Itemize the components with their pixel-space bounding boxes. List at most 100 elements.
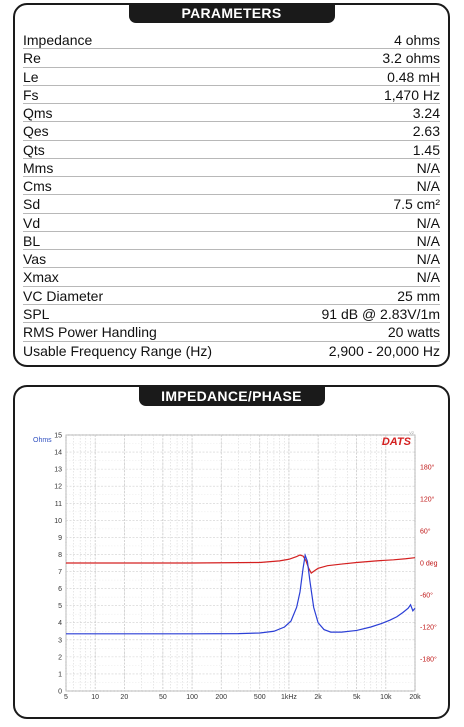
parameters-panel: PARAMETERS Impedance 4 ohms Re 3.2 ohms Le 0.… — [13, 3, 450, 367]
impedance-phase-panel: IMPEDANCE/PHASE 5 10 20 50 100 200 500 1kHz 2k 5k… — [13, 385, 450, 719]
impedance-phase-chart: 5 10 20 50 100 200 500 1kHz 2k 5k 10k 20k0123456789… — [33, 430, 438, 701]
parameter-label: Xmax — [23, 269, 59, 286]
parameter-label: Impedance — [23, 32, 93, 48]
y2-tick-label: -180° — [420, 656, 437, 664]
parameter-label: Fs — [23, 86, 39, 103]
parameter-value: 1.45 — [412, 141, 440, 158]
parameters-table: Impedance 4 ohms Re 3.2 ohms Le 0.48 mH Fs 1,47… — [23, 31, 440, 360]
parameter-row: Re 3.2 ohms — [23, 49, 440, 68]
y2-tick-label: 60° — [420, 528, 431, 536]
parameter-row: Qes 2.63 — [23, 122, 440, 141]
x-tick-label: 200 — [215, 694, 227, 701]
parameter-value: 25 mm — [397, 287, 440, 304]
x-tick-label: 20k — [409, 694, 421, 701]
y-tick-label: 13 — [54, 467, 62, 474]
parameter-value: 0.48 mH — [387, 68, 440, 85]
y-tick-label: 7 — [58, 569, 62, 576]
y-tick-label: 3 — [58, 637, 62, 644]
parameter-value: 91 dB @ 2.83V/1m — [321, 305, 440, 322]
parameter-label: SPL — [23, 305, 50, 322]
parameter-row: Xmax N/A — [23, 268, 440, 287]
dats-version: V2 — [409, 430, 415, 435]
x-tick-label: 10 — [91, 694, 99, 701]
phase-curve — [66, 554, 416, 575]
y2-axis-label: deg — [426, 561, 438, 568]
parameter-value: N/A — [416, 251, 440, 268]
y-tick-label: 6 — [58, 586, 62, 593]
parameter-value: N/A — [416, 178, 440, 195]
y-tick-label: 1 — [58, 671, 62, 678]
parameter-label: Vas — [23, 251, 47, 268]
parameter-value: N/A — [416, 159, 440, 176]
parameter-row: Vas N/A — [23, 250, 440, 269]
parameter-label: Sd — [23, 196, 41, 213]
dats-logo: DATS — [382, 436, 412, 448]
y-tick-label: 0 — [58, 689, 62, 696]
parameter-row: Mms N/A — [23, 159, 440, 178]
parameter-label: Qms — [23, 105, 53, 122]
parameter-label: Vd — [23, 214, 41, 231]
parameter-row: VC Diameter 25 mm — [23, 287, 440, 305]
x-tick-label: 10k — [380, 694, 392, 701]
parameter-row: Impedance 4 ohms — [23, 31, 440, 50]
parameter-label: BL — [23, 232, 41, 249]
y2-tick-label: -60° — [420, 592, 433, 600]
x-tick-label: 5 — [64, 694, 68, 701]
parameter-value: 4 ohms — [394, 32, 440, 48]
parameter-value: 2.63 — [412, 123, 440, 140]
parameter-value: 20 watts — [387, 324, 440, 341]
x-tick-label: 100 — [186, 694, 198, 701]
parameter-row: Sd 7.5 cm² — [23, 195, 440, 214]
x-tick-label: 500 — [254, 694, 266, 701]
parameter-value: N/A — [416, 269, 440, 286]
parameter-label: VC Diameter — [23, 287, 104, 304]
parameter-label: Qes — [23, 123, 49, 140]
x-tick-label: 50 — [159, 694, 167, 701]
y-axis-label: Ohms — [33, 437, 52, 444]
parameter-row: Cms N/A — [23, 177, 440, 196]
y-tick-label: 5 — [58, 603, 62, 610]
y-tick-label: 2 — [58, 654, 62, 661]
parameter-label: Re — [23, 50, 41, 67]
impedance-curve — [66, 552, 416, 635]
parameters-title: PARAMETERS — [128, 4, 335, 23]
parameter-row: SPL 91 dB @ 2.83V/1m — [23, 305, 440, 324]
impedance-phase-title: IMPEDANCE/PHASE — [138, 386, 325, 406]
parameter-value: 2,900 - 20,000 Hz — [328, 342, 440, 359]
y-tick-label: 12 — [54, 484, 62, 491]
y2-tick-label: -120° — [420, 624, 437, 632]
parameter-row: Qts 1.45 — [23, 141, 440, 159]
parameter-row: Vd N/A — [23, 214, 440, 232]
parameter-label: Cms — [23, 178, 52, 195]
parameter-label: RMS Power Handling — [23, 324, 157, 341]
parameter-value: 3.2 ohms — [382, 50, 440, 67]
parameter-value: 1,470 Hz — [383, 86, 440, 103]
x-tick-label: 5k — [353, 694, 361, 701]
y-tick-label: 11 — [55, 501, 62, 508]
parameter-row: RMS Power Handling 20 watts — [23, 323, 440, 342]
x-tick-label: 2k — [314, 694, 322, 701]
parameter-row: Usable Frequency Range (Hz) 2,900 - 20,00… — [23, 342, 440, 360]
parameter-label: Usable Frequency Range (Hz) — [23, 342, 213, 359]
y-tick-label: 15 — [54, 433, 62, 440]
parameter-value: 3.24 — [412, 105, 440, 122]
parameter-value: N/A — [416, 214, 440, 231]
y-tick-label: 8 — [58, 552, 62, 559]
y-tick-label: 10 — [54, 518, 62, 525]
parameter-value: N/A — [416, 232, 440, 249]
parameter-label: Mms — [23, 159, 54, 176]
y2-tick-label: 0 deg — [420, 561, 438, 568]
parameter-label: Le — [23, 68, 39, 85]
parameter-value: 7.5 cm² — [393, 196, 440, 213]
y2-tick-label: 120° — [420, 496, 435, 504]
x-tick-label: 20 — [120, 694, 128, 701]
y2-tick-label: 180° — [420, 464, 435, 472]
parameter-row: Le 0.48 mH — [23, 68, 440, 86]
x-tick-label: 1kHz — [281, 694, 297, 701]
parameter-row: Qms 3.24 — [23, 104, 440, 123]
y-tick-label: 9 — [58, 535, 62, 542]
parameter-row: BL N/A — [23, 232, 440, 251]
y-tick-label: 14 — [54, 450, 62, 457]
parameter-row: Fs 1,470 Hz — [23, 86, 440, 105]
parameter-label: Qts — [23, 141, 45, 158]
